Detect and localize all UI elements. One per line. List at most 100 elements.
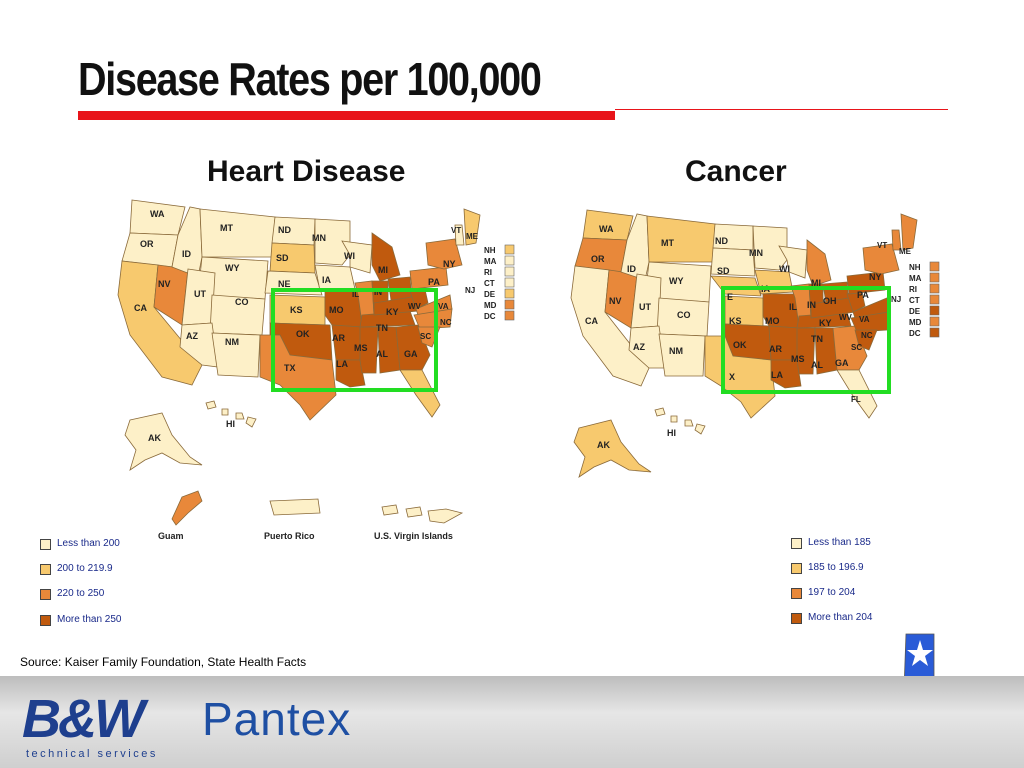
swatch-dc <box>504 310 515 321</box>
legend-label: 185 to 196.9 <box>808 562 864 573</box>
c-label-ar: AR <box>769 344 782 354</box>
c-label-al: AL <box>811 360 823 370</box>
legend-swatch-icon <box>791 563 802 574</box>
label-sd: SD <box>276 253 289 263</box>
label-nv: NV <box>158 279 171 289</box>
label-nd: ND <box>278 225 291 235</box>
c-label-wv: WV <box>839 313 853 322</box>
label-il: IL <box>352 290 359 299</box>
c-state-wi <box>778 245 808 279</box>
source-citation: Source: Kaiser Family Foundation, State … <box>20 655 307 669</box>
label-ga: GA <box>404 349 418 359</box>
c-label-az: AZ <box>633 342 645 352</box>
c-label-x: X <box>729 372 735 382</box>
slide-title: Disease Rates per 100,000 <box>78 53 542 105</box>
c-label-ut: UT <box>639 302 651 312</box>
label-tn: TN <box>376 323 388 333</box>
label-ut: UT <box>194 289 206 299</box>
label-ak: AK <box>148 433 161 443</box>
c-label-mt: MT <box>661 238 674 248</box>
label-la: LA <box>336 359 348 369</box>
c-label-e: E <box>727 292 733 302</box>
swatch-ma <box>504 255 515 266</box>
legend-label: 200 to 219.9 <box>57 563 113 574</box>
c-swatch-ct <box>929 294 940 305</box>
cancer-legend: Less than 185 185 to 196.9 197 to 204 Mo… <box>791 537 951 629</box>
legend-swatch-icon <box>40 615 51 626</box>
c-label-ga: GA <box>835 358 849 368</box>
legend-label: 197 to 204 <box>808 587 856 598</box>
c-label-id: ID <box>627 264 637 274</box>
c-state-hi <box>654 407 706 435</box>
c-label-va: VA <box>859 315 870 324</box>
label-co: CO <box>235 297 249 307</box>
label-wv: WV <box>408 302 422 311</box>
legend-swatch-icon <box>40 539 51 550</box>
label-pa: PA <box>428 277 440 287</box>
heart-disease-map: WA MT ND MN OR ID WY SD WI MI NY VT ME N… <box>117 199 515 541</box>
legend-swatch-icon <box>40 564 51 575</box>
swatch-md <box>504 299 515 310</box>
c-state-ms <box>796 327 816 375</box>
label-or: OR <box>140 239 154 249</box>
c-label-ca: CA <box>585 316 598 326</box>
territory-usvi <box>381 504 464 524</box>
legend-swatch-icon <box>791 588 802 599</box>
label-mn: MN <box>312 233 326 243</box>
label-me: ME <box>466 232 479 241</box>
c-label-wy: WY <box>669 276 684 286</box>
c-state-ny <box>862 243 900 275</box>
cancer-highlight-box <box>721 286 891 394</box>
c-label-fl: FL <box>851 395 861 404</box>
label-hi: HI <box>226 419 235 429</box>
heart-highlight-box <box>271 288 438 392</box>
c-label-nd: ND <box>715 236 728 246</box>
c-label-nm: NM <box>669 346 683 356</box>
c-swatch-de <box>929 305 940 316</box>
label-wy: WY <box>225 263 240 273</box>
label-va: VA <box>438 302 449 311</box>
c-state-mn <box>752 225 788 271</box>
c-state-sd <box>710 247 756 277</box>
label-ma: MA <box>484 257 497 266</box>
c-label-nh: NH <box>909 263 921 272</box>
label-id: ID <box>182 249 192 259</box>
c-label-de: DE <box>909 307 921 316</box>
label-ca: CA <box>134 303 147 313</box>
label-wa: WA <box>150 209 165 219</box>
c-label-hi: HI <box>667 428 676 438</box>
bw-logo: B&W <box>22 689 145 749</box>
label-al: AL <box>376 349 388 359</box>
cancer-map-title: Cancer <box>685 155 787 188</box>
c-label-md: MD <box>909 318 922 327</box>
c-label-ks: KS <box>729 316 742 326</box>
c-label-la: LA <box>771 370 783 380</box>
swatch-nh <box>504 244 515 255</box>
state-nm <box>211 332 261 378</box>
title-underline-red <box>78 111 615 120</box>
state-nc <box>413 308 453 330</box>
state-vt <box>454 224 465 246</box>
label-vt: VT <box>451 226 461 235</box>
c-label-me: ME <box>899 247 912 256</box>
label-tx: TX <box>284 363 296 373</box>
bw-logo-subtitle: technical services <box>26 748 158 760</box>
c-label-mo: MO <box>765 316 780 326</box>
c-label-wi: WI <box>779 264 790 274</box>
label-mt: MT <box>220 223 233 233</box>
c-swatch-nh <box>929 261 940 272</box>
c-label-dc: DC <box>909 329 921 338</box>
c-state-ak <box>573 419 652 478</box>
label-usvi: U.S. Virgin Islands <box>374 531 453 541</box>
c-swatch-ma <box>929 272 940 283</box>
c-state-nm <box>658 333 706 377</box>
c-label-vt: VT <box>877 241 887 250</box>
c-label-ky: KY <box>819 318 832 328</box>
state-mi <box>371 232 401 282</box>
state-tx <box>259 334 337 421</box>
label-ia: IA <box>322 275 332 285</box>
c-label-ak: AK <box>597 440 610 450</box>
label-ky: KY <box>386 307 399 317</box>
label-ms: MS <box>354 343 368 353</box>
legend-label: More than 204 <box>808 612 873 623</box>
